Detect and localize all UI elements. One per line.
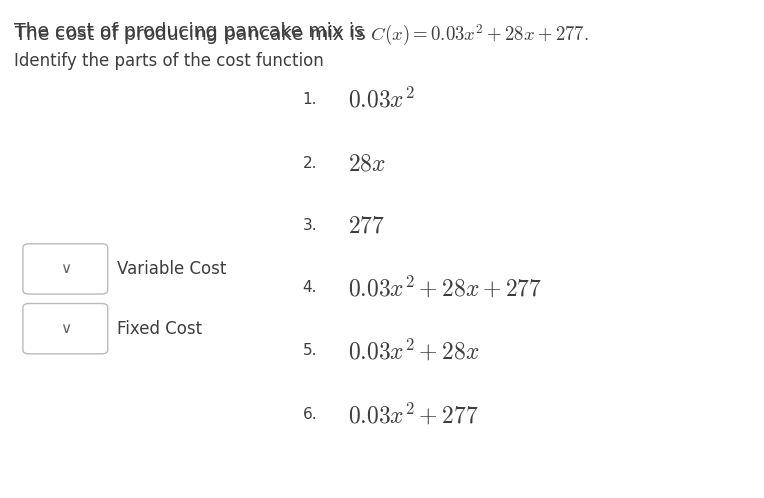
Text: 1.: 1. [303, 92, 317, 107]
Text: Identify the parts of the cost function: Identify the parts of the cost function [14, 52, 323, 70]
Text: The cost of producing pancake mix is: The cost of producing pancake mix is [14, 22, 370, 41]
Text: $0.03x^2 + 28x + 277$: $0.03x^2 + 28x + 277$ [348, 275, 542, 301]
Text: $28x$: $28x$ [348, 151, 386, 175]
Text: 6.: 6. [303, 407, 317, 422]
Text: $0.03x^2 + 28x$: $0.03x^2 + 28x$ [348, 338, 479, 364]
Text: 4.: 4. [303, 280, 317, 295]
FancyBboxPatch shape [23, 303, 108, 354]
Text: ∨: ∨ [60, 321, 71, 336]
Text: ∨: ∨ [60, 261, 71, 276]
Text: Variable Cost: Variable Cost [117, 260, 226, 278]
Text: 5.: 5. [303, 343, 317, 358]
Text: 2.: 2. [303, 156, 317, 171]
Text: 3.: 3. [303, 218, 317, 233]
Text: Fixed Cost: Fixed Cost [117, 320, 202, 338]
Text: $0.03x^2 + 277$: $0.03x^2 + 277$ [348, 401, 478, 427]
Text: The cost of producing pancake mix is $\mathit{C}(x) = 0.03x^2 + 28x + 277.$: The cost of producing pancake mix is $\m… [14, 22, 589, 47]
Text: $277$: $277$ [348, 213, 385, 237]
Text: $0.03x^2$: $0.03x^2$ [348, 87, 414, 112]
FancyBboxPatch shape [23, 244, 108, 294]
